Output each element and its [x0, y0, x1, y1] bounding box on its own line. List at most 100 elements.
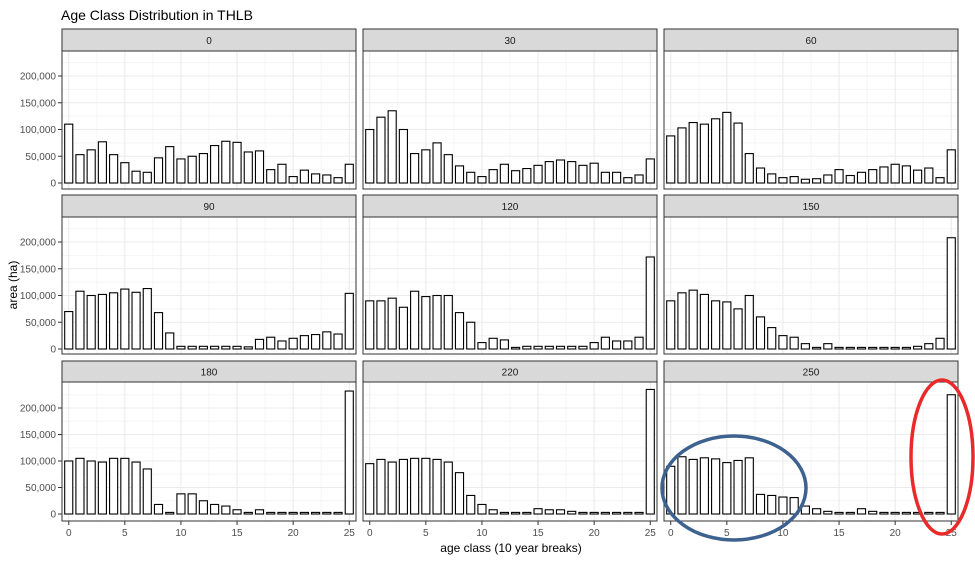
bar-facet-60-class-4	[711, 118, 721, 184]
bar-facet-60-class-19	[879, 166, 889, 184]
bar-facet-0-class-23	[322, 174, 332, 184]
bar-facet-0-class-22	[311, 173, 321, 184]
bar-facet-60-class-3	[699, 123, 709, 184]
bar-facet-180-class-21	[299, 511, 309, 515]
bar-facet-120-class-21	[600, 336, 610, 350]
bar-facet-90-class-13	[210, 345, 220, 350]
bar-facet-60-class-14	[823, 174, 833, 184]
x-tick-label: 0	[668, 528, 674, 539]
bar-facet-90-class-1	[75, 290, 85, 350]
bar-facet-30-class-8	[454, 165, 465, 184]
bar-facet-150-class-18	[868, 346, 878, 350]
bar-facet-30-class-22	[612, 171, 622, 184]
blue-ellipse-annotation	[660, 434, 808, 542]
bar-facet-90-class-7	[142, 287, 152, 350]
bar-facet-90-class-3	[97, 293, 107, 350]
bar-facet-60-class-5	[722, 111, 732, 184]
bar-facet-250-class-19	[879, 511, 889, 515]
bar-facet-150-class-2	[688, 289, 698, 350]
bar-facet-120-class-1	[376, 300, 386, 350]
x-axis-label: age class (10 year breaks)	[440, 541, 581, 555]
bar-facet-150-class-13	[812, 346, 822, 350]
bar-facet-30-class-7	[443, 154, 453, 184]
bar-facet-0-class-5	[120, 162, 130, 184]
bar-facet-90-class-20	[288, 337, 298, 350]
bar-facet-0-class-7	[142, 171, 152, 184]
bar-facet-150-class-10	[778, 335, 788, 350]
y-tick-label: 200,000	[20, 404, 57, 415]
facet-strip-label: 180	[201, 368, 218, 379]
bar-facet-120-class-6	[432, 294, 442, 350]
facet-strip	[362, 194, 658, 218]
bar-facet-120-class-10	[477, 342, 487, 350]
bar-facet-180-class-5	[120, 457, 130, 515]
bar-facet-0-class-21	[299, 169, 309, 184]
x-tick-label: 10	[777, 528, 789, 539]
bar-facet-150-class-0	[666, 300, 676, 350]
bar-facet-250-class-25	[946, 394, 956, 515]
bar-facet-90-class-15	[232, 345, 242, 350]
bar-facet-120-class-18	[567, 345, 577, 350]
bar-facet-150-class-7	[744, 294, 754, 350]
bar-facet-60-class-15	[834, 169, 844, 184]
bar-facet-60-class-22	[913, 169, 923, 184]
bar-facet-180-class-10	[176, 493, 186, 515]
facet-panel-180: 180	[61, 360, 357, 522]
bar-facet-0-class-10	[176, 158, 186, 184]
bar-facet-180-class-19	[277, 511, 287, 515]
bar-facet-0-class-13	[210, 145, 220, 184]
bar-facet-90-class-2	[86, 294, 96, 350]
bar-facet-0-class-4	[109, 154, 119, 184]
bar-facet-60-class-25	[946, 149, 956, 184]
bar-facet-250-class-18	[868, 510, 878, 515]
bar-facet-150-class-14	[823, 343, 833, 350]
facet-strip	[61, 194, 357, 218]
bar-facet-220-class-11	[488, 509, 498, 515]
x-axis: 0 5 10 15 20 25 0 5 10 15 20 25 0 5 10 15 20 25	[66, 521, 957, 539]
facet-strip	[663, 28, 959, 52]
bar-facet-120-class-8	[454, 312, 465, 350]
facet-strip	[362, 360, 658, 383]
bar-facet-220-class-15	[533, 508, 543, 515]
bar-facet-30-class-2	[387, 110, 397, 184]
facet-strip-label: 220	[502, 368, 519, 379]
bar-facet-180-class-16	[243, 511, 253, 515]
facet-strip	[663, 194, 959, 218]
bar-facet-150-class-24	[935, 337, 945, 350]
bar-facet-250-class-11	[789, 497, 799, 515]
bar-facet-180-class-6	[131, 461, 141, 515]
facet-strip-label: 150	[803, 202, 820, 213]
bar-facet-0-class-11	[187, 155, 197, 184]
y-tick-label: 200,000	[20, 238, 57, 249]
bar-facet-250-class-15	[834, 511, 844, 515]
bar-facet-30-class-25	[645, 158, 655, 184]
y-tick-label: 50,000	[25, 483, 56, 494]
bar-facet-250-class-13	[812, 508, 822, 515]
bar-facet-120-class-16	[544, 345, 554, 350]
facet-panels: 0 30 60 90 120 150 180 220 250	[61, 28, 959, 522]
y-tick-label: 150,000	[20, 98, 57, 109]
y-tick-label: 100,000	[20, 291, 57, 302]
facet-panel-90: 90	[61, 194, 357, 355]
bar-facet-250-class-5	[722, 462, 732, 515]
bar-facet-120-class-11	[488, 337, 498, 350]
bar-facet-30-class-16	[544, 161, 554, 184]
bar-facet-0-class-12	[198, 153, 208, 184]
bar-facet-60-class-20	[890, 163, 900, 184]
facet-strip-label: 120	[502, 202, 519, 213]
bar-facet-60-class-9	[767, 173, 777, 184]
bar-facet-150-class-22	[913, 345, 923, 350]
bar-facet-0-class-18	[266, 169, 276, 184]
bar-facet-120-class-2	[387, 297, 397, 350]
bar-facet-180-class-24	[333, 511, 343, 515]
x-tick-label: 5	[724, 528, 730, 539]
bar-facet-30-class-23	[623, 177, 633, 184]
bar-facet-120-class-13	[511, 346, 521, 350]
bar-facet-60-class-23	[924, 167, 934, 184]
bar-facet-60-class-12	[800, 178, 810, 184]
bar-facet-180-class-0	[64, 460, 74, 515]
bar-facet-120-class-17	[555, 345, 566, 350]
x-tick-label: 15	[532, 528, 544, 539]
bar-facet-250-class-21	[901, 511, 911, 515]
